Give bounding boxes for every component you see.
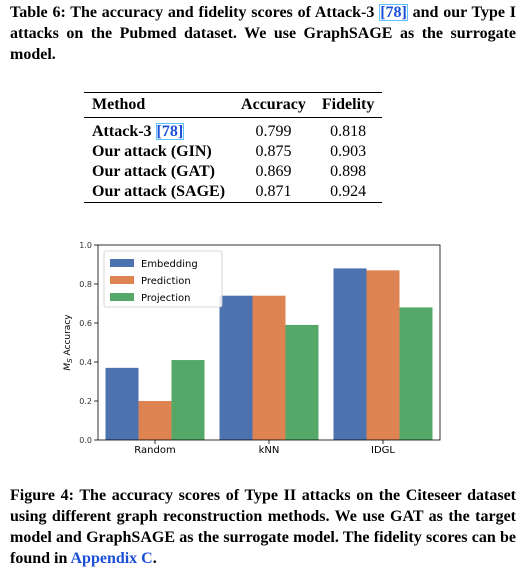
legend-swatch-embedding [110,259,134,267]
bar-embedding-knn [219,295,253,440]
header-fidelity: Fidelity [321,96,375,113]
bar-projection-idgl [399,307,433,440]
header-method: Method [92,96,146,113]
fidelity-cell: 0.898 [330,163,367,180]
y-tick-label: 0.2 [79,397,92,406]
accuracy-cell: 0.869 [255,163,292,180]
x-tick-label: Random [134,445,175,456]
y-axis-label: MS Accuracy [63,314,74,371]
figure-caption: Figure 4: The accuracy scores of Type II… [10,485,516,569]
table-row: Attack-3 [78] 0.799 0.818 [84,118,382,143]
y-tick-label: 0.4 [79,358,92,367]
table-header-row: Method Accuracy Fidelity [84,92,383,118]
x-tick-label: IDGL [371,445,395,456]
y-tick-label: 0.6 [79,319,92,328]
fidelity-cell: 0.903 [330,143,367,160]
table-row: Our attack (GAT) 0.869 0.898 [84,162,382,182]
citation-link[interactable]: [78] [155,123,185,140]
appendix-link[interactable]: Appendix C [70,550,153,567]
bar-prediction-random [138,401,172,440]
figure-caption-text: Figure 4: The accuracy scores of Type II… [10,487,516,567]
accuracy-cell: 0.871 [255,183,292,200]
method-name: Attack-3 [92,123,156,140]
bar-prediction-knn [252,295,286,440]
table-caption: Table 6: The accuracy and fidelity score… [10,2,516,65]
bar-projection-random [171,360,205,440]
header-accuracy: Accuracy [241,96,306,113]
legend-label: Projection [141,293,190,304]
bar-projection-knn [285,324,319,440]
legend-swatch-projection [110,293,134,301]
method-cell: Our attack (GAT) [92,163,215,180]
y-tick-label: 0.0 [79,436,92,445]
bar-chart: Random kNN IDGL 0.0 0.2 0.4 0.6 0.8 1.0 Embedding… [63,241,441,456]
bar-embedding-idgl [333,268,367,440]
figure-caption-text-end: . [152,550,157,567]
results-table: Method Accuracy Fidelity Attack-3 [78] 0… [84,92,383,203]
citation-link[interactable]: [78] [379,4,408,21]
method-cell: Attack-3 [78] [84,118,233,143]
legend-swatch-prediction [110,276,134,284]
method-cell: Our attack (GIN) [92,143,212,160]
bar-embedding-random [105,367,139,440]
fidelity-cell: 0.818 [330,123,367,140]
table-row: Our attack (GIN) 0.875 0.903 [84,142,382,162]
bar-prediction-idgl [366,270,400,440]
legend-label: Prediction [141,276,191,287]
legend-label: Embedding [141,259,198,270]
y-tick-label: 1.0 [79,241,92,250]
table-row: Our attack (SAGE) 0.871 0.924 [84,182,383,203]
table-caption-text-end: and our Type I attacks on the Pubmed dat… [10,4,517,63]
y-axis-label-main: M [63,363,73,371]
accuracy-cell: 0.875 [255,143,292,160]
table-caption-text: Table 6: The accuracy and fidelity score… [10,4,380,21]
x-tick-label: kNN [259,445,280,456]
y-tick-label: 0.8 [79,280,92,289]
y-axis-label-subscript: S [66,358,74,363]
accuracy-cell: 0.799 [255,123,292,140]
y-axis-label-rest: Accuracy [63,314,73,359]
method-cell: Our attack (SAGE) [92,183,226,200]
plot-area: Random kNN IDGL 0.0 0.2 0.4 0.6 0.8 1.0 Embedding… [79,241,441,456]
fidelity-cell: 0.924 [330,183,367,200]
